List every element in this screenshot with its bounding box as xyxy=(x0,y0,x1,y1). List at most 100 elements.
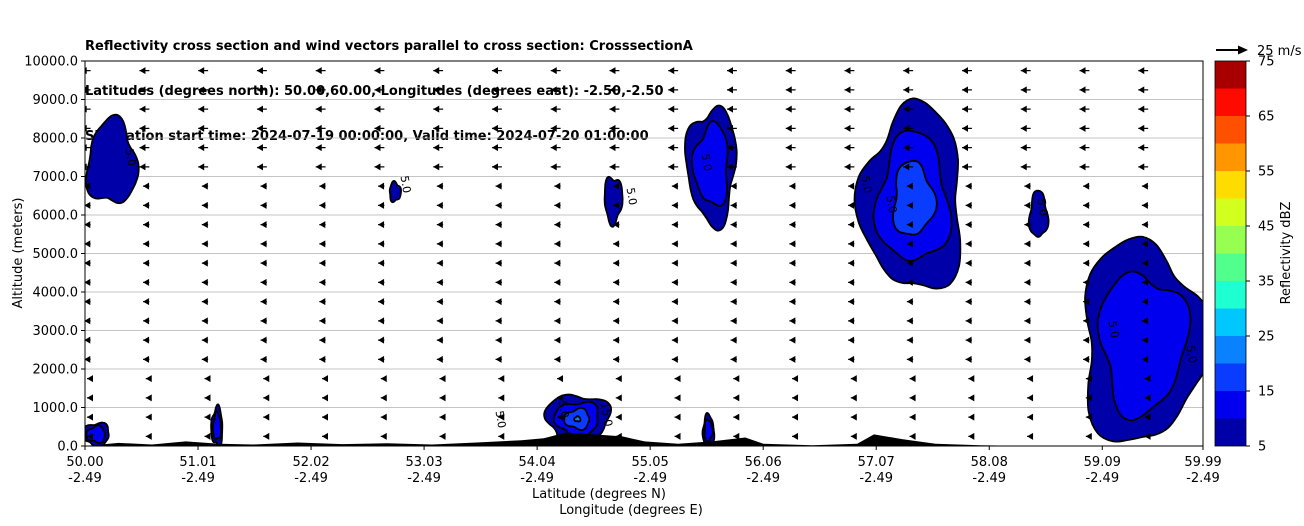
wind-vector-head xyxy=(201,355,208,363)
wind-vector-head xyxy=(1083,336,1090,344)
wind-vector-head xyxy=(85,144,87,152)
wind-vector-head xyxy=(1024,221,1031,229)
y-tick-label: 9000.0 xyxy=(33,93,79,108)
wind-vector-head xyxy=(315,67,322,75)
wind-vector-head xyxy=(319,317,326,325)
x-tick-label-lat: 55.05 xyxy=(632,455,669,470)
wind-vector-head xyxy=(554,201,561,209)
wind-vector-head xyxy=(844,144,851,152)
wind-vector-head xyxy=(671,317,678,325)
wind-vector-head xyxy=(1085,394,1092,402)
wind-vector-head xyxy=(613,298,620,306)
wind-vector-head xyxy=(668,144,675,152)
wind-vector-head xyxy=(965,298,972,306)
wind-vector-head xyxy=(557,375,564,383)
reflectivity-contour xyxy=(1027,189,1050,238)
wind-vector-head xyxy=(730,317,737,325)
wind-vector-head xyxy=(380,375,387,383)
wind-vector-head xyxy=(615,432,622,440)
wind-vector-head xyxy=(378,259,385,267)
wind-vector-head xyxy=(439,432,446,440)
wind-vector-head xyxy=(439,375,446,383)
wind-vector-head xyxy=(1024,355,1031,363)
wind-vector-head xyxy=(319,355,326,363)
wind-vector-head xyxy=(1141,240,1148,248)
wind-vector-head xyxy=(495,317,502,325)
x-tick-label-lon: -2.49 xyxy=(972,471,1006,486)
wind-vector-head xyxy=(143,336,150,344)
wind-vector-head xyxy=(671,298,678,306)
wind-vector-head xyxy=(85,355,91,363)
wind-vector-head xyxy=(263,375,270,383)
wind-vector-head xyxy=(848,221,855,229)
colorbar-segment xyxy=(1215,418,1246,446)
wind-vector-head xyxy=(433,163,440,171)
wind-vector-head xyxy=(962,105,969,113)
wind-vector-head xyxy=(785,163,792,171)
wind-vector-head xyxy=(436,259,443,267)
contour-label: 5.0 xyxy=(123,148,139,167)
wind-vector-head xyxy=(730,355,737,363)
wind-vector-head xyxy=(198,124,205,132)
reflectivity-cell xyxy=(85,113,140,205)
y-tick-label: 10000.0 xyxy=(24,55,78,70)
wind-vector-head xyxy=(962,86,969,94)
contour-label: 5.0 xyxy=(859,175,875,194)
wind-vector-head xyxy=(256,105,263,113)
wind-vector-head xyxy=(380,394,387,402)
wind-vector-head xyxy=(613,355,620,363)
wind-vector-head xyxy=(1138,144,1145,152)
wind-vector-head xyxy=(1141,317,1148,325)
y-tick-label: 5000.0 xyxy=(33,247,79,262)
wind-vector-head xyxy=(256,67,263,75)
wind-vector-head xyxy=(1020,163,1027,171)
y-tick-label: 4000.0 xyxy=(33,286,79,301)
wind-vector-head xyxy=(844,67,851,75)
wind-vector-head xyxy=(139,144,146,152)
contour-label: 5.0 xyxy=(556,400,572,419)
reflectivity-contour xyxy=(703,418,714,443)
wind-vector-head xyxy=(730,336,737,344)
wind-vector-head xyxy=(198,86,205,94)
wind-vector-head xyxy=(609,67,616,75)
wind-vector-head xyxy=(319,182,326,190)
reflectivity-cell xyxy=(684,104,738,232)
wind-vector-head xyxy=(1020,105,1027,113)
x-tick-label-lon: -2.49 xyxy=(859,471,893,486)
wind-vector-head xyxy=(1083,221,1090,229)
wind-vector-head xyxy=(201,182,208,190)
wind-vector-head xyxy=(263,432,270,440)
wind-vector-head xyxy=(380,413,387,421)
wind-vector-head xyxy=(1079,163,1086,171)
title-line-1: Reflectivity cross section and wind vect… xyxy=(85,39,693,54)
wind-vector-head xyxy=(550,124,557,132)
wind-vector-head xyxy=(1138,163,1145,171)
wind-vector-head xyxy=(86,375,93,383)
wind-vector-head xyxy=(433,67,440,75)
wind-vector-head xyxy=(965,317,972,325)
wind-vector-head xyxy=(260,240,267,248)
wind-vector-head xyxy=(785,144,792,152)
x-tick-label-lat: 57.07 xyxy=(858,455,895,470)
wind-vector-head xyxy=(668,105,675,113)
wind-vector-head xyxy=(968,394,975,402)
wind-vector-head xyxy=(1085,413,1092,421)
wind-vector-head xyxy=(378,240,385,248)
wind-vector-head xyxy=(848,336,855,344)
wind-vector-head xyxy=(613,221,620,229)
x-tick-label-lat: 56.06 xyxy=(745,455,782,470)
wind-vector-head xyxy=(198,163,205,171)
wind-vector-head xyxy=(1027,394,1034,402)
title-line-2: Latitudes (degrees north): 50.00,60.00, … xyxy=(85,84,664,99)
reflectivity-contour xyxy=(892,159,938,236)
wind-vector-head xyxy=(668,124,675,132)
wind-vector-head xyxy=(143,317,150,325)
wind-vector-head xyxy=(1027,432,1034,440)
reflectivity-cell xyxy=(1027,189,1050,238)
wind-vector-head xyxy=(668,163,675,171)
wind-vector-head xyxy=(906,240,913,248)
wind-vector-head xyxy=(378,182,385,190)
colorbar-segment xyxy=(1215,363,1246,391)
wind-vector-head xyxy=(613,201,620,209)
